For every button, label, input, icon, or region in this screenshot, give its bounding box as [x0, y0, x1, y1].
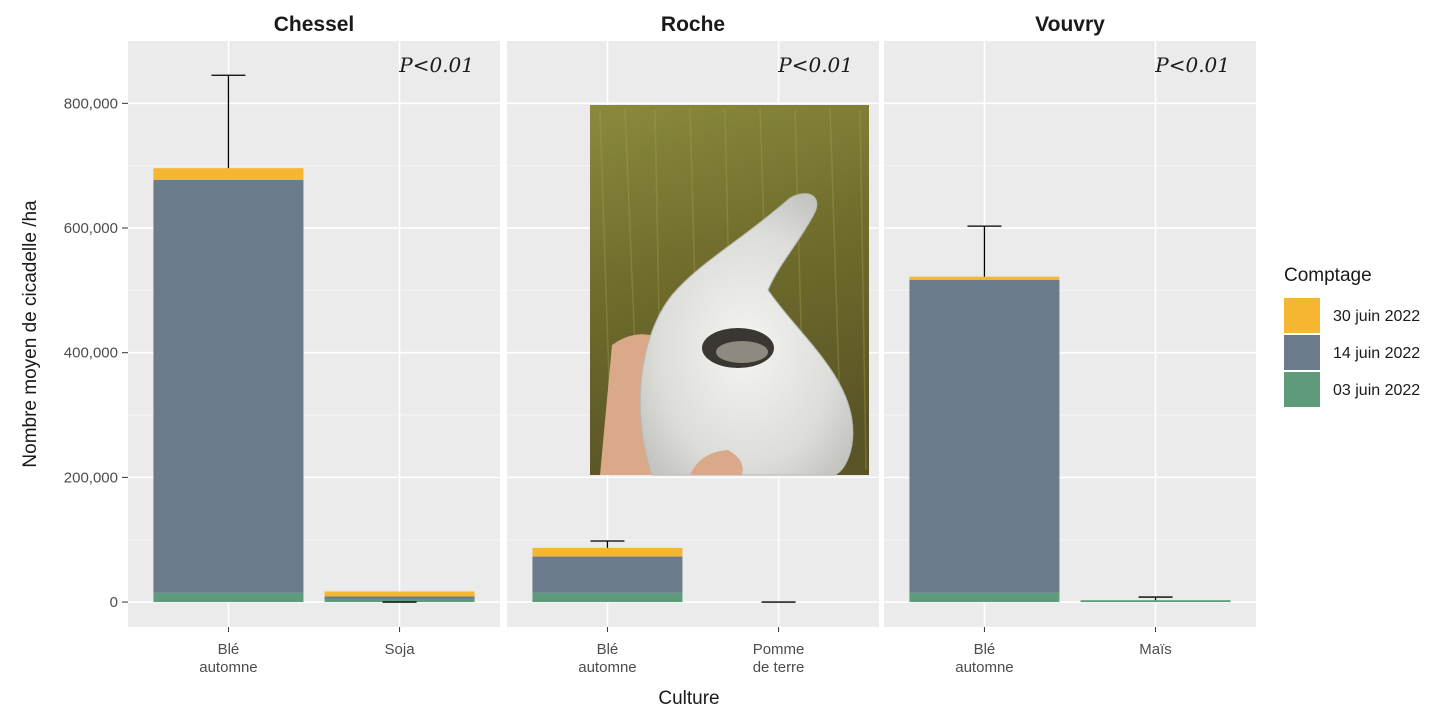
- bar-segment: [909, 279, 1060, 593]
- facet-panel: [128, 41, 500, 627]
- bar-segment: [532, 547, 683, 557]
- legend-label: 03 juin 2022: [1333, 382, 1420, 399]
- bar-segment: [324, 596, 475, 599]
- p-value-annotation: P<0.01: [398, 53, 474, 77]
- legend-label: 30 juin 2022: [1333, 308, 1420, 325]
- x-tick-label: Blé: [597, 641, 619, 658]
- x-tick-label: Maïs: [1139, 641, 1172, 658]
- bar-segment: [532, 556, 683, 593]
- bar-segment: [532, 592, 683, 603]
- legend-label: 14 juin 2022: [1333, 345, 1420, 362]
- x-tick-label: automne: [199, 659, 257, 676]
- x-tick-label: Blé: [218, 641, 240, 658]
- legend: Comptage 30 juin 2022 14 juin 2022 03 juin …: [1284, 265, 1420, 407]
- y-axis-title: Nombre moyen de cicadelle /ha: [20, 200, 41, 468]
- facet-title: Chessel: [274, 13, 355, 36]
- x-axis-title: Culture: [658, 688, 719, 709]
- bar-segment: [153, 180, 304, 593]
- bar-segment: [1080, 600, 1231, 603]
- legend-swatch: [1284, 298, 1320, 333]
- facet-title: Vouvry: [1035, 13, 1105, 36]
- bar-segment: [153, 168, 304, 181]
- legend-swatch: [1284, 372, 1320, 407]
- field-photo: [590, 105, 869, 476]
- facet-title: Roche: [661, 13, 725, 36]
- legend-swatch: [1284, 335, 1320, 370]
- facet-panel: [884, 41, 1256, 627]
- bar-segment: [324, 598, 475, 603]
- y-tick-label: 0: [110, 594, 118, 611]
- x-tick-label: Soja: [385, 641, 416, 658]
- bar-segment: [324, 591, 475, 597]
- y-tick-label: 600,000: [64, 220, 118, 237]
- x-tick-label: automne: [578, 659, 636, 676]
- y-tick-label: 400,000: [64, 345, 118, 362]
- legend-title: Comptage: [1284, 265, 1372, 286]
- x-tick-label: de terre: [753, 659, 805, 676]
- y-tick-label: 200,000: [64, 469, 118, 486]
- p-value-annotation: P<0.01: [777, 53, 853, 77]
- p-value-annotation: P<0.01: [1154, 53, 1230, 77]
- y-tick-label: 800,000: [64, 95, 118, 112]
- x-tick-label: Pomme: [753, 641, 805, 658]
- bar-segment: [909, 276, 1060, 280]
- x-tick-label: automne: [955, 659, 1013, 676]
- bar-segment: [909, 592, 1060, 603]
- x-tick-label: Blé: [974, 641, 996, 658]
- bar-segment: [153, 592, 304, 603]
